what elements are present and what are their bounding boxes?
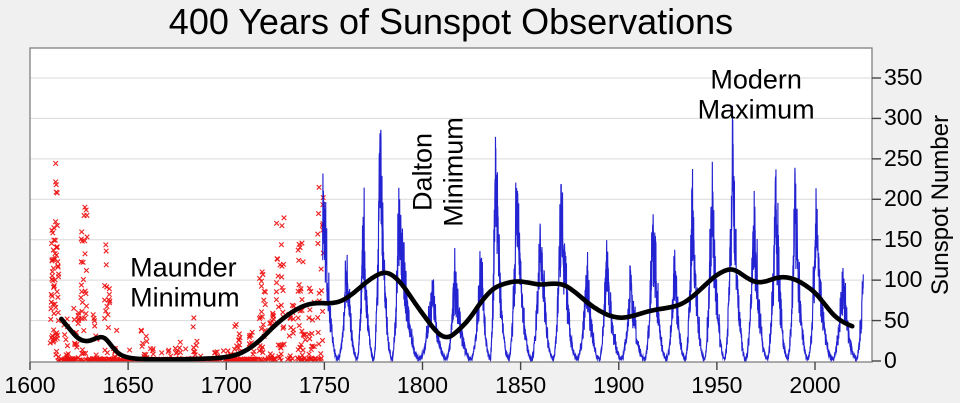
- x-tick-label-1900: 1900: [593, 372, 645, 398]
- y-tick-label-150: 150: [884, 225, 923, 252]
- y-tick-label-250: 250: [884, 144, 923, 171]
- y-tick-label-100: 100: [884, 266, 923, 293]
- annotation-modern-maximum: Modern Maximum: [697, 64, 815, 125]
- x-tick-label-1850: 1850: [495, 372, 547, 398]
- x-tick-label-1750: 1750: [298, 372, 350, 398]
- y-axis-label: Sunspot Number: [927, 114, 954, 296]
- x-tick-label-1700: 1700: [200, 372, 252, 398]
- x-tick-label-1950: 1950: [691, 372, 743, 398]
- y-tick-label-300: 300: [884, 104, 923, 131]
- y-tick-label-350: 350: [884, 63, 923, 90]
- y-tick-label-50: 50: [884, 306, 910, 333]
- y-tick-label-200: 200: [884, 185, 923, 212]
- x-tick-label-1600: 1600: [4, 372, 56, 398]
- x-tick-label-1800: 1800: [396, 372, 449, 398]
- y-tick-label-0: 0: [884, 346, 897, 373]
- annotation-dalton-minimum: Dalton Minimum: [407, 117, 469, 227]
- x-tick-label-2000: 2000: [789, 372, 841, 398]
- x-tick-label-1650: 1650: [102, 372, 154, 398]
- annotation-maunder-minimum: Maunder Minimum: [130, 252, 240, 313]
